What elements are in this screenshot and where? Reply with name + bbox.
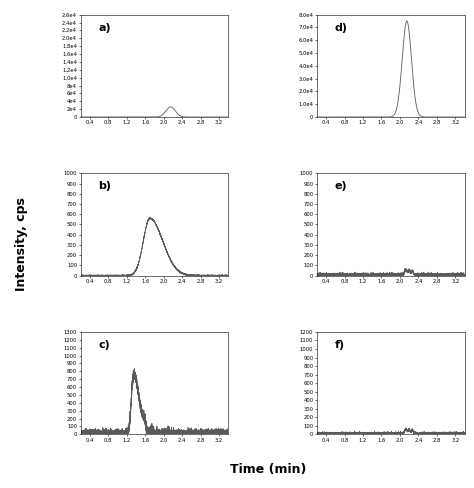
Text: f): f): [335, 340, 345, 350]
Text: d): d): [335, 23, 347, 33]
Text: a): a): [98, 23, 111, 33]
Text: c): c): [98, 340, 110, 350]
Text: b): b): [98, 182, 111, 191]
Text: Time (min): Time (min): [229, 463, 306, 476]
Text: e): e): [335, 182, 347, 191]
Text: Intensity, cps: Intensity, cps: [15, 197, 28, 291]
